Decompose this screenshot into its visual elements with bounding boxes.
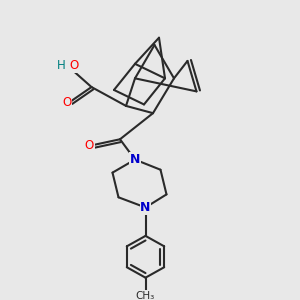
Text: H: H — [56, 59, 65, 72]
Text: N: N — [130, 153, 140, 166]
Text: CH₃: CH₃ — [136, 291, 155, 300]
Text: O: O — [85, 139, 94, 152]
Text: O: O — [62, 96, 71, 109]
Text: O: O — [69, 59, 78, 72]
Text: N: N — [140, 201, 151, 214]
